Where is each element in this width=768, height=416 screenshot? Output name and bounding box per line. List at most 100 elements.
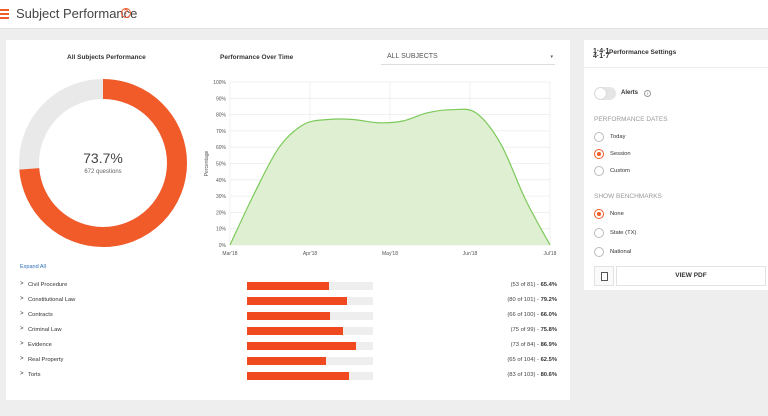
subject-bar-track: [247, 312, 373, 320]
chevron-right-icon[interactable]: >: [20, 341, 24, 347]
subject-row[interactable]: > Real Property (65 of 104) - 62.5%: [20, 355, 560, 369]
subject-name: Civil Procedure: [28, 282, 68, 288]
subject-row[interactable]: > Contracts (66 of 100) - 66.0%: [20, 310, 560, 324]
chevron-right-icon[interactable]: >: [20, 326, 24, 332]
subject-score-percent: 65.4%: [540, 282, 557, 288]
chart-title: Performance Over Time: [220, 54, 294, 61]
subject-bar-fill: [247, 372, 349, 380]
settings-panel: 1·4·1 4·1·7 Performance Settings Alerts i…: [584, 40, 768, 290]
subject-name: Real Property: [28, 357, 64, 363]
y-tick-label: 40%: [216, 178, 227, 184]
benchmarks-heading: SHOW BENCHMARKS: [594, 193, 662, 200]
x-tick-label: Mar'18: [222, 251, 237, 257]
y-tick-label: 70%: [216, 129, 227, 135]
radio-button[interactable]: [594, 247, 604, 257]
radio-label: Session: [610, 151, 631, 157]
benchmark-option[interactable]: State (TX): [594, 227, 754, 239]
benchmark-option[interactable]: None: [594, 208, 754, 220]
subject-bar-track: [247, 372, 373, 380]
menu-icon[interactable]: [0, 9, 9, 19]
subject-score-detail: (73 of 84) -: [510, 342, 541, 348]
y-tick-label: 50%: [216, 162, 227, 168]
subject-name: Criminal Law: [28, 327, 62, 333]
subject-score: (80 of 101) - 79.2%: [507, 297, 557, 303]
donut-svg: [19, 79, 187, 247]
subject-bar-track: [247, 327, 373, 335]
x-tick-label: Apr'18: [303, 251, 318, 257]
y-tick-label: 30%: [216, 194, 227, 200]
chevron-right-icon[interactable]: >: [20, 371, 24, 377]
subject-name: Constitutional Law: [28, 297, 76, 303]
subject-row[interactable]: > Evidence (73 of 84) - 86.9%: [20, 340, 560, 354]
donut-percentage: 73.7%: [83, 150, 123, 166]
y-axis-label: Percentage: [204, 150, 210, 176]
pdf-icon-button[interactable]: [594, 266, 614, 286]
subject-row[interactable]: > Torts (83 of 103) - 80.6%: [20, 370, 560, 384]
subject-score-percent: 75.8%: [540, 327, 557, 333]
subject-row[interactable]: > Constitutional Law (80 of 101) - 79.2%: [20, 295, 560, 309]
subject-bar-fill: [247, 312, 331, 320]
view-pdf-button[interactable]: VIEW PDF: [616, 266, 766, 286]
benchmark-option[interactable]: National: [594, 246, 754, 258]
y-tick-label: 90%: [216, 96, 227, 102]
radio-label: Today: [610, 134, 626, 140]
chevron-right-icon[interactable]: >: [20, 311, 24, 317]
y-tick-label: 100%: [213, 80, 226, 86]
expand-all-link[interactable]: Expand All: [20, 264, 46, 270]
performance-date-option[interactable]: Custom: [594, 165, 754, 177]
info-icon[interactable]: i: [644, 90, 651, 97]
y-tick-label: 10%: [216, 227, 227, 233]
subject-score: (65 of 104) - 62.5%: [507, 357, 557, 363]
subject-bar-fill: [247, 327, 343, 335]
y-tick-label: 60%: [216, 145, 227, 151]
alerts-toggle[interactable]: [594, 87, 616, 100]
subject-filter-value: ALL SUBJECTS: [387, 53, 438, 60]
subject-score-percent: 79.2%: [540, 297, 557, 303]
radio-button[interactable]: [594, 132, 604, 142]
help-icon[interactable]: ?: [121, 8, 131, 18]
subject-score: (73 of 84) - 86.9%: [511, 342, 557, 348]
radio-button[interactable]: [594, 228, 604, 238]
subject-bar-fill: [247, 297, 347, 305]
donut-fill: [19, 79, 187, 247]
performance-date-option[interactable]: Session: [594, 148, 754, 160]
settings-title: Performance Settings: [609, 49, 677, 56]
subject-row[interactable]: > Civil Procedure (53 of 81) - 65.4%: [20, 280, 560, 294]
performance-dates-heading: PERFORMANCE DATES: [594, 116, 668, 123]
subject-filter-select[interactable]: ALL SUBJECTS ▾: [381, 51, 555, 65]
radio-label: None: [610, 211, 624, 217]
subject-score: (75 of 99) - 75.8%: [511, 327, 557, 333]
area-fill: [230, 109, 550, 245]
subject-bar-fill: [247, 342, 357, 350]
subject-score-percent: 62.5%: [540, 357, 557, 363]
subject-bar-fill: [247, 357, 326, 365]
subject-name: Torts: [28, 372, 41, 378]
subject-row[interactable]: > Criminal Law (75 of 99) - 75.8%: [20, 325, 560, 339]
subject-bar-track: [247, 282, 373, 290]
document-icon: [601, 272, 608, 281]
page-title: Subject Performance: [16, 6, 138, 21]
top-bar: Subject Performance ?: [0, 0, 768, 29]
series-line: [229, 108, 551, 246]
chevron-right-icon[interactable]: >: [20, 356, 24, 362]
subject-score-percent: 86.9%: [540, 342, 557, 348]
radio-button[interactable]: [594, 209, 604, 219]
x-tick-label: Jun'18: [463, 251, 478, 257]
x-tick-label: Jul'18: [544, 251, 557, 257]
radio-label: National: [610, 249, 632, 255]
radio-button[interactable]: [594, 149, 604, 159]
performance-panel: All Subjects Performance Performance Ove…: [6, 40, 570, 400]
subject-score: (83 of 103) - 80.6%: [507, 372, 557, 378]
donut-question-count: 672 questions: [84, 169, 122, 175]
chevron-right-icon[interactable]: >: [20, 281, 24, 287]
subject-score-percent: 80.6%: [540, 372, 557, 378]
subject-score-detail: (80 of 101) -: [507, 297, 541, 303]
donut-title: All Subjects Performance: [67, 54, 146, 61]
performance-date-option[interactable]: Today: [594, 131, 754, 143]
subject-score-detail: (75 of 99) -: [510, 327, 541, 333]
radio-button[interactable]: [594, 166, 604, 176]
subject-score-detail: (53 of 81) -: [510, 282, 541, 288]
chevron-right-icon[interactable]: >: [20, 296, 24, 302]
y-tick-label: 20%: [216, 210, 227, 216]
radio-label: Custom: [610, 168, 630, 174]
